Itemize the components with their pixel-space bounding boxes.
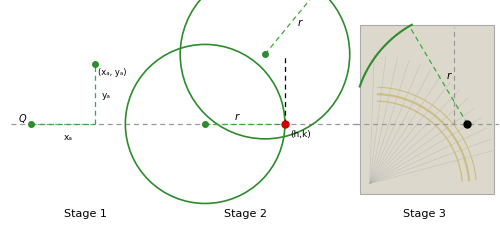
Text: xₐ: xₐ [64,132,72,141]
Text: (h,k): (h,k) [290,129,310,138]
Text: r: r [297,18,302,28]
Text: Stage 3: Stage 3 [403,208,446,218]
Bar [360,25,494,194]
Text: r: r [235,112,239,121]
Text: Stage 1: Stage 1 [64,208,107,218]
Text: yₐ: yₐ [102,90,110,99]
Text: r: r [446,71,450,81]
Text: (xₐ, yₐ): (xₐ, yₐ) [98,68,127,77]
Text: Q: Q [19,114,26,123]
Text: Stage 2: Stage 2 [224,208,266,218]
